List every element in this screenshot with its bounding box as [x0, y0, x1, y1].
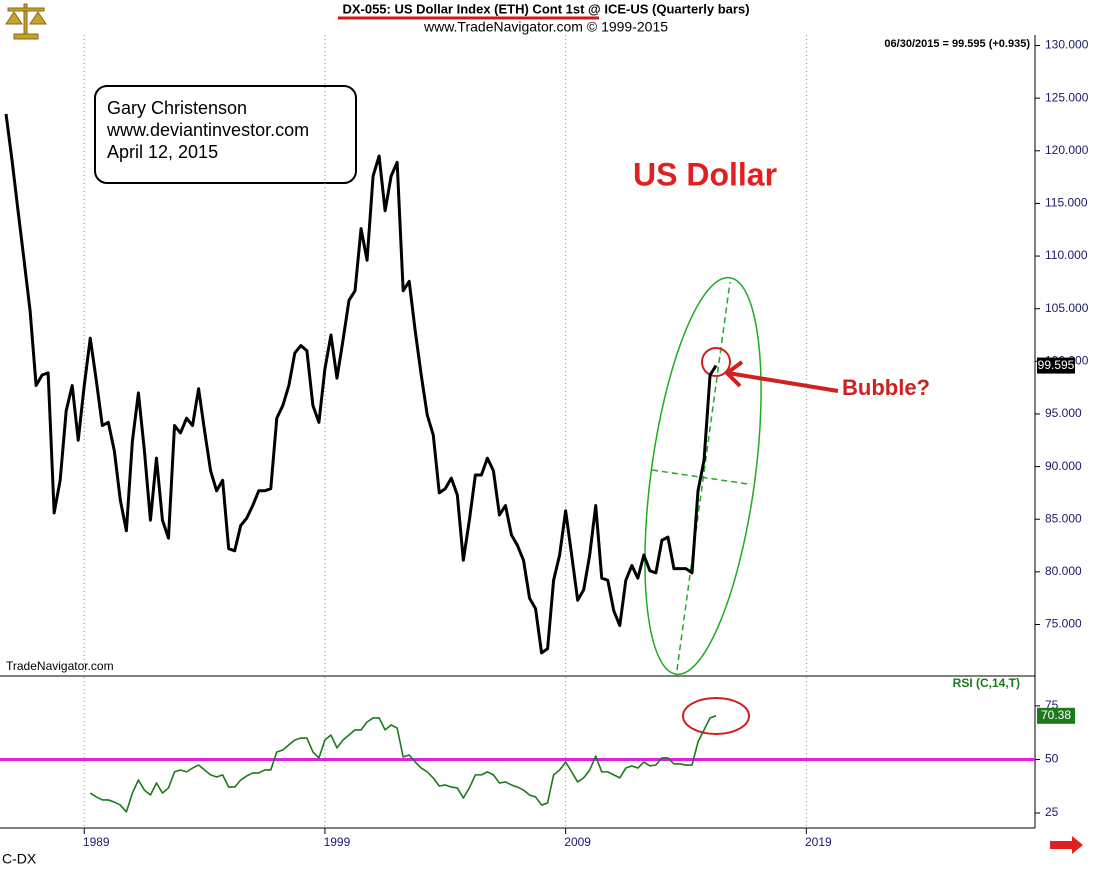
watermark: TradeNavigator.com: [6, 659, 114, 673]
y-tick-label: 120.000: [1045, 143, 1089, 157]
y-tick-label: 125.000: [1045, 90, 1089, 104]
logo: [5, 3, 47, 40]
y-tick-label: 80.000: [1045, 564, 1082, 578]
callout: Bubble?: [842, 375, 930, 400]
x-tick-label: 1989: [83, 835, 110, 849]
y-tick-label: 50: [1045, 752, 1059, 766]
last-value-box: [1037, 707, 1075, 724]
note-line: Gary Christenson: [107, 98, 247, 118]
x-tick-label: 2019: [805, 835, 832, 849]
y-tick-label: 75.000: [1045, 617, 1082, 631]
bubble-ellipse: [644, 276, 762, 676]
y-tick-label: 115.000: [1045, 196, 1088, 210]
x-tick-label: 1999: [324, 835, 351, 849]
highlight-circle: [701, 347, 731, 377]
chart-subtitle: www.TradeNavigator.com © 1999-2015: [423, 19, 668, 35]
y-tick-label: 110.000: [1045, 248, 1088, 262]
note-box: [94, 85, 357, 184]
last-value-label: 70.38: [1041, 708, 1071, 722]
highlight-circle: [682, 697, 750, 735]
note-line: www.deviantinvestor.com: [106, 120, 309, 140]
y-tick-label: 25: [1045, 805, 1059, 819]
note-line: April 12, 2015: [107, 142, 218, 162]
y-tick-label: 105.000: [1045, 301, 1089, 315]
headline: US Dollar: [633, 156, 777, 192]
y-tick-label: 95.000: [1045, 406, 1082, 420]
y-tick-label: 90.000: [1045, 459, 1082, 473]
chart-title: DX-055: US Dollar Index (ETH) Cont 1st @…: [342, 1, 749, 16]
scroll-arrow[interactable]: [1050, 836, 1083, 854]
last-value-label: 99.595: [1038, 358, 1075, 372]
y-tick-label: 85.000: [1045, 511, 1082, 525]
indicator-label: RSI (C,14,T): [953, 676, 1020, 690]
data-line: [4, 113, 718, 655]
quote: 06/30/2015 = 99.595 (+0.935): [884, 38, 1030, 50]
footer: C-DX: [2, 851, 37, 867]
callout-arrow: [723, 360, 839, 393]
last-value-box: [1037, 357, 1075, 374]
x-tick-label: 2009: [564, 835, 591, 849]
data-line: [89, 715, 717, 813]
y-tick-label: 130.000: [1045, 38, 1089, 52]
